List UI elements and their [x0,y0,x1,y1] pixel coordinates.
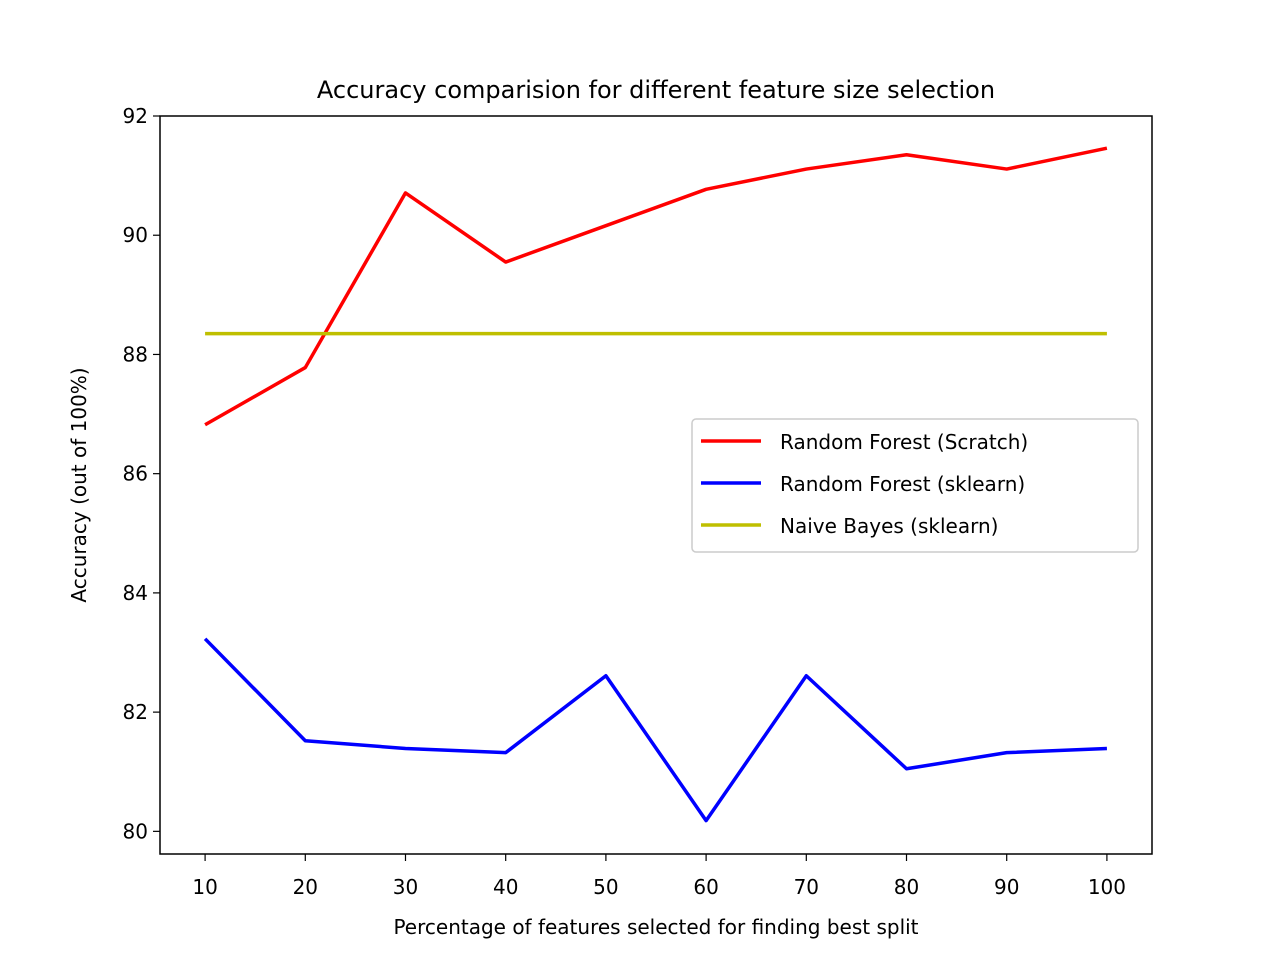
x-axis-ticks: 10 20 30 40 50 60 70 80 90 100 [192,854,1126,899]
x-tick-label: 80 [894,875,919,899]
x-tick-label: 60 [693,875,718,899]
x-tick-label: 100 [1088,875,1126,899]
x-tick-label: 70 [794,875,819,899]
series-line-2 [203,637,1107,823]
x-tick-label: 30 [393,875,418,899]
x-tick-label: 90 [994,875,1019,899]
x-tick-label: 40 [493,875,518,899]
y-tick-label: 82 [123,700,148,724]
legend-box [691,418,1139,553]
series-layer [203,146,1108,823]
x-tick-label: 50 [593,875,618,899]
chart-title: Accuracy comparision for different featu… [317,76,995,104]
legend: Random Forest (Scratch) Random Forest (sk… [691,418,1139,553]
legend-label-3: Naive Bayes (sklearn) [780,514,998,538]
y-axis-label: Accuracy (out of 100%) [67,367,91,602]
y-tick-label: 86 [123,462,148,486]
y-tick-label: 84 [123,581,148,605]
y-tick-label: 80 [123,819,148,843]
y-tick-label: 88 [123,342,148,366]
y-axis-ticks: 80 82 84 86 88 90 92 [123,104,160,843]
x-tick-label: 10 [192,875,217,899]
y-tick-label: 90 [123,223,148,247]
plot-area-frame [159,115,1153,855]
legend-label-2: Random Forest (sklearn) [780,472,1025,496]
x-tick-label: 20 [293,875,318,899]
legend-label-1: Random Forest (Scratch) [780,430,1028,454]
y-tick-label: 92 [123,104,148,128]
x-axis-label: Percentage of features selected for find… [393,915,918,939]
series-line-1 [204,146,1108,427]
